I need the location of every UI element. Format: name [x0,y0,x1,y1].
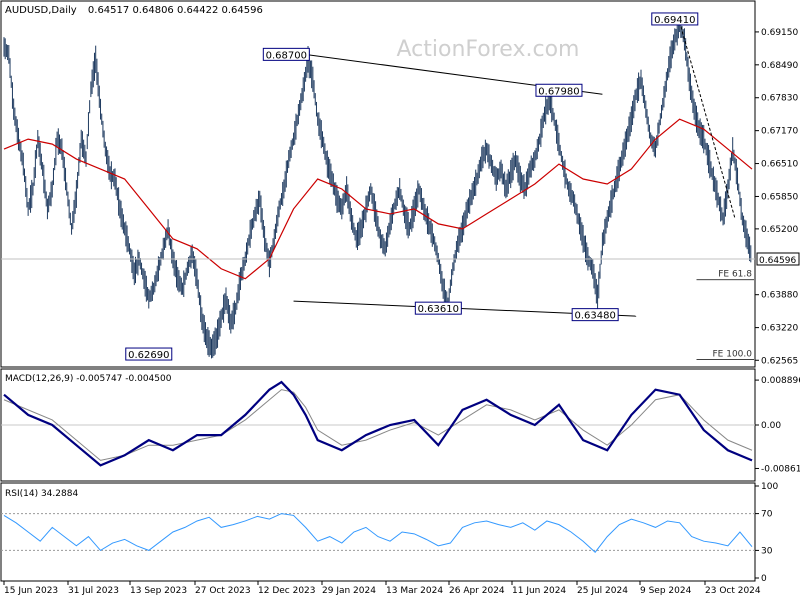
symbol-label: AUDUSD,Daily 0.64517 0.64806 0.64422 0.6… [5,5,263,16]
x-axis-tick: 15 Jun 2023 [4,586,58,596]
axis-layer: 0.69150 0.68490 0.67830 0.67170 0.66510 0.658… [3,28,800,596]
price-annotation-box [651,12,699,26]
price-annotation-box [571,308,619,322]
x-axis-tick: 31 Jul 2023 [68,586,119,596]
price-panel-frame [0,0,756,368]
macd-line [3,380,753,467]
price-axis-tick: 0.65850 [761,192,798,202]
symbol-text: AUDUSD,Daily [5,5,77,16]
price-axis-tick: 0.66510 [761,160,798,170]
x-axis-tick: 9 Sep 2024 [640,586,692,596]
rsi-axis-tick: 100 [761,482,778,492]
price-axis-tick: 0.65200 [761,225,798,235]
x-axis-tick: 11 Jun 2024 [512,586,566,596]
moving-average-line [3,118,753,280]
rsi-panel-frame [0,482,756,582]
price-axis-tick: 0.63220 [761,324,798,334]
x-axis-tick: 26 Apr 2024 [449,586,505,596]
macd-axis-tick: -0.008612 [761,464,800,474]
current-price-marker [756,252,800,266]
x-axis-tick: 27 Oct 2023 [195,586,251,596]
x-axis-tick: 25 Jul 2024 [577,586,628,596]
x-axis-tick: 29 Jan 2024 [322,586,376,596]
price-axis-tick: 0.63880 [761,291,798,301]
price-annotation-label: 0.68700 [266,50,307,61]
rsi-title: RSI(14) 34.2884 [5,489,78,499]
x-axis-tick: 23 Oct 2024 [705,586,761,596]
price-annotation-box [125,347,173,361]
price-axis-tick: 0.69150 [761,28,798,38]
price-annotation-box [535,83,583,97]
macd-axis-tick: 0.008896 [761,376,800,386]
price-axis-tick: 0.68490 [761,61,798,71]
macd-title: MACD(12,26,9) -0.005747 -0.004500 [5,374,172,384]
price-annotation-label: 0.62690 [128,350,169,361]
macd-layer: MACD(12,26,9) -0.005747 -0.004500 [1,374,755,467]
rsi-axis-tick: 0 [761,574,767,584]
price-layer: 0.62690 0.68700 0.63610 0.67980 0.63480 0.694… [1,12,755,361]
price-annotation-box [262,47,310,61]
price-axis-tick: 0.67830 [761,94,798,104]
x-axis-tick: 13 Mar 2024 [386,586,443,596]
rsi-axis-tick: 70 [761,510,773,520]
price-annotation-box [414,301,462,315]
projection-line [679,21,736,220]
rsi-line [3,513,753,553]
price-annotation-label: 0.69410 [654,15,695,26]
watermark: ActionForex.com [397,37,580,62]
fe-label: FE 61.8 [718,270,752,280]
price-axis-tick: 0.62565 [761,356,798,366]
price-annotation-label: 0.63480 [574,311,615,322]
price-annotation-label: 0.63610 [418,304,459,315]
fe-label: FE 100.0 [713,350,753,360]
price-annotation-label: 0.67980 [538,86,579,97]
rsi-layer: RSI(14) 34.2884 [1,489,755,553]
price-axis-tick-current: 0.64596 [759,256,796,266]
rsi-axis-tick: 30 [761,546,773,556]
x-axis-tick: 13 Sep 2023 [130,586,187,596]
price-axis-tick: 0.67170 [761,127,798,137]
x-axis-tick: 12 Dec 2023 [258,586,316,596]
macd-axis-tick: 0.00 [761,421,781,431]
ohlc-text: 0.64517 0.64806 0.64422 0.64596 [88,5,263,16]
